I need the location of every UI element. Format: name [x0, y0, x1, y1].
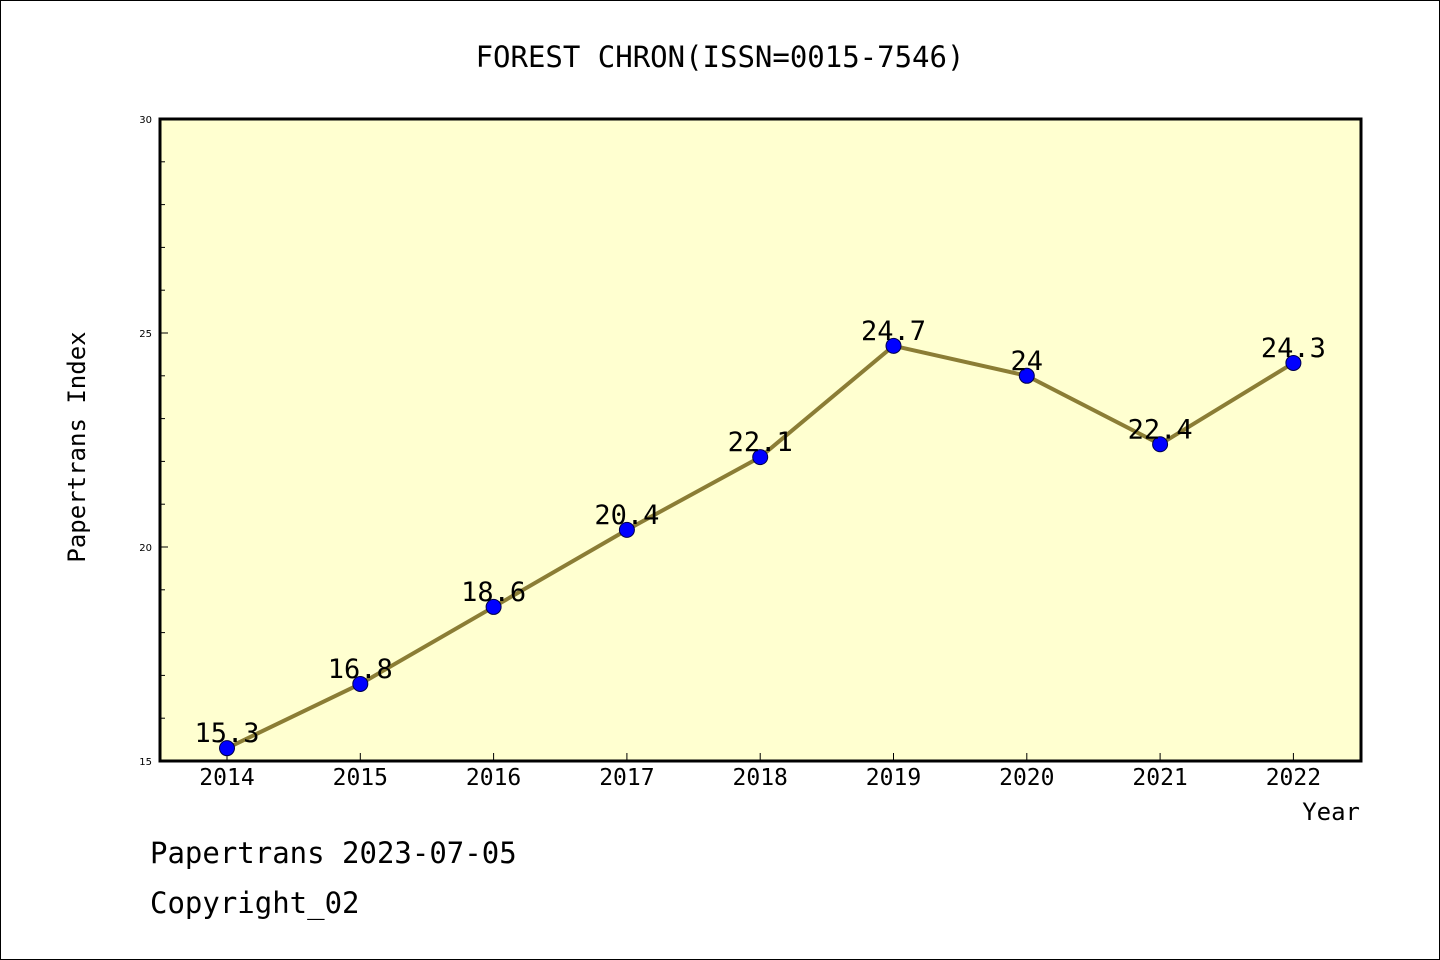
data-label: 24.7	[861, 316, 926, 347]
data-point	[618, 521, 635, 538]
x-axis-label: Year	[1302, 798, 1360, 826]
y-tick-label: 30	[139, 115, 152, 126]
data-label: 20.4	[594, 500, 659, 531]
x-tick-label: 2015	[333, 765, 388, 791]
chart-title: FOREST CHRON(ISSN=0015-7546)	[476, 40, 965, 74]
x-axis: 2014 2015 2016 2017 2018 2019 2020 2021 2022	[199, 753, 1321, 791]
x-tick-label: 2021	[1132, 765, 1187, 791]
data-point	[219, 740, 235, 757]
x-tick-label: 2017	[599, 765, 654, 791]
data-point	[752, 449, 769, 466]
x-tick-label: 2019	[866, 765, 921, 791]
x-tick-label: 2018	[733, 765, 788, 791]
data-point	[1285, 354, 1302, 371]
footer-date: Papertrans 2023-07-05	[150, 836, 517, 870]
footer-copyright: Copyright_02	[150, 886, 360, 920]
data-label: 15.3	[194, 718, 259, 749]
data-point	[1018, 367, 1035, 384]
data-labels: 15.3 16.8 18.6 20.4 22.1 24.7 24 22.4 24.3	[194, 316, 1325, 749]
data-label: 16.8	[328, 654, 393, 685]
x-tick-label: 2014	[199, 765, 254, 791]
data-label: 18.6	[461, 577, 526, 608]
data-label: 22.4	[1128, 414, 1193, 445]
series-markers	[219, 337, 1302, 757]
x-tick-label: 2022	[1266, 765, 1321, 791]
data-label: 22.1	[728, 427, 793, 458]
x-tick-label: 2016	[466, 765, 521, 791]
y-tick-label: 15	[139, 757, 152, 768]
x-tick-label: 2020	[999, 765, 1054, 791]
y-axis: 15 20 25 30	[139, 115, 168, 768]
data-point	[485, 598, 502, 615]
data-label: 24.3	[1261, 333, 1326, 364]
data-point	[1152, 436, 1169, 453]
data-point	[352, 675, 369, 692]
data-point	[885, 337, 902, 354]
y-axis-label: Papertrans Index	[63, 331, 91, 562]
data-label: 24	[1011, 346, 1044, 377]
y-tick-label: 20	[139, 543, 152, 554]
y-tick-label: 25	[139, 329, 152, 340]
